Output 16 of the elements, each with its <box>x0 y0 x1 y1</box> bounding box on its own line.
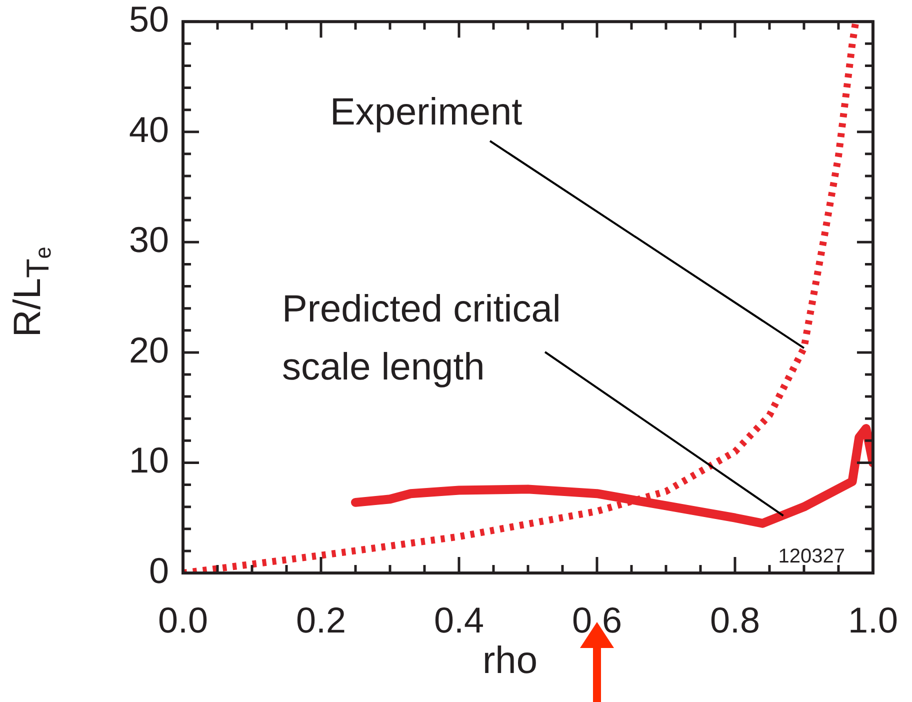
y-tick-label: 50 <box>128 0 169 40</box>
y-tick-label: 10 <box>128 440 169 481</box>
x-tick-label: 0.8 <box>710 600 760 641</box>
x-tick-label: 0.4 <box>434 600 484 641</box>
x-tick-label: 1.0 <box>848 600 898 641</box>
y-tick-label: 0 <box>148 550 169 591</box>
y-tick-label: 30 <box>128 219 169 260</box>
x-tick-label: 0.2 <box>296 600 346 641</box>
y-tick-label: 20 <box>128 329 169 370</box>
annotation: Experiment <box>330 91 523 134</box>
y-tick-label: 40 <box>128 108 169 150</box>
x-tick-label: 0.0 <box>158 600 208 641</box>
annotation: Predicted critical scale length <box>282 288 561 388</box>
x-axis-title: rho <box>482 640 538 683</box>
annotation: 120327 <box>778 546 845 568</box>
x-tick-label: 0.6 <box>572 600 622 641</box>
